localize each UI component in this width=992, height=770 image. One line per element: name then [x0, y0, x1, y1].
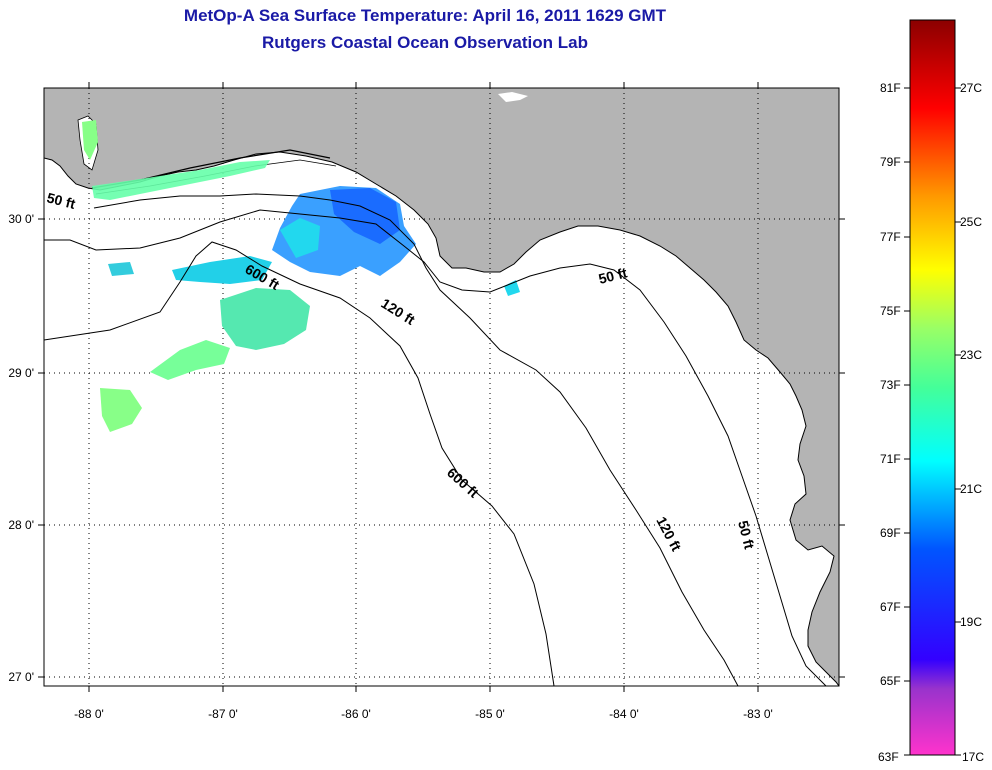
lon-tick-label: -87 0' [208, 707, 238, 721]
lat-tick-label: 27 0' [8, 670, 34, 684]
colorbar-c-label: 25C [960, 215, 982, 229]
lon-tick-label: -85 0' [475, 707, 505, 721]
colorbar-f-label: 75F [880, 304, 901, 318]
colorbar-c-label: 19C [960, 615, 982, 629]
colorbar-f-label: 79F [880, 155, 901, 169]
lat-tick-label: 29 0' [8, 366, 34, 380]
map-subtitle: Rutgers Coastal Ocean Observation Lab [262, 33, 588, 52]
lat-tick-label: 28 0' [8, 518, 34, 532]
sst-swath [82, 120, 520, 432]
map-title: MetOp-A Sea Surface Temperature: April 1… [183, 6, 667, 25]
axis-ticks [38, 82, 845, 692]
colorbar [904, 19, 961, 756]
lon-tick-label: -86 0' [341, 707, 371, 721]
lon-tick-label: -83 0' [743, 707, 773, 721]
lon-tick-label: -84 0' [609, 707, 639, 721]
contour-label-50ft-west: 50 ft [45, 189, 77, 212]
colorbar-c-label: 17C [962, 750, 984, 764]
colorbar-f-label: 81F [880, 81, 901, 95]
colorbar-c-label: 27C [960, 81, 982, 95]
colorbar-c-label: 21C [960, 482, 982, 496]
colorbar-f-label: 65F [880, 674, 901, 688]
colorbar-f-label: 77F [880, 230, 901, 244]
bathymetry-contours [44, 193, 827, 686]
colorbar-f-label: 69F [880, 526, 901, 540]
colorbar-f-label: 63F [878, 750, 899, 764]
contour-label-50ft-south: 50 ft [735, 519, 758, 551]
lat-tick-label: 30 0' [8, 212, 34, 226]
colorbar-f-label: 67F [880, 600, 901, 614]
map-frame [43, 87, 840, 687]
colorbar-f-label: 71F [880, 452, 901, 466]
colorbar-f-label: 73F [880, 378, 901, 392]
colorbar-c-label: 23C [960, 348, 982, 362]
lon-tick-label: -88 0' [74, 707, 104, 721]
land-mass [44, 88, 839, 686]
map-area: 50 ft 600 ft 120 ft 50 ft 600 ft 120 ft … [44, 88, 839, 686]
contour-label-50ft-east: 50 ft [597, 264, 629, 287]
